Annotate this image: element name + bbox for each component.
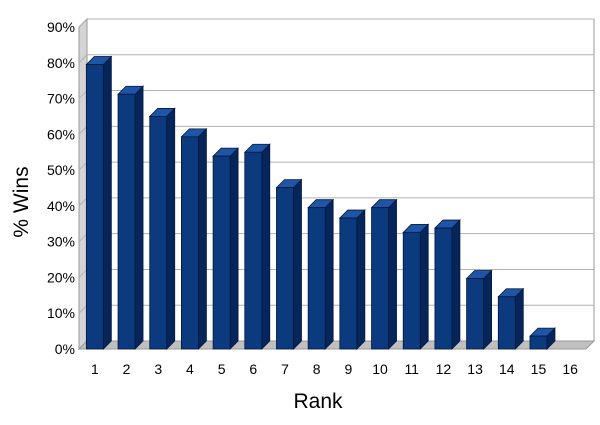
bar-front: [466, 278, 484, 350]
gridline-side: [78, 18, 88, 28]
y-tick-label: 60%: [47, 126, 75, 142]
bar: [148, 107, 176, 350]
bar: [117, 85, 144, 350]
y-tick-label: 90%: [47, 19, 75, 35]
gridline-side: [78, 304, 88, 314]
bar: [433, 219, 461, 350]
y-tick-label: 50%: [47, 162, 75, 178]
bar: [243, 143, 271, 350]
x-tick-label: 7: [281, 361, 289, 377]
x-tick-label: 1: [91, 361, 99, 377]
gridline-side: [78, 161, 88, 171]
bar: [307, 198, 335, 350]
y-axis-ticks: 0% 10% 20% 30% 40% 50% 60% 70% 80% 90%: [47, 19, 75, 357]
bar-side: [102, 55, 112, 350]
y-tick-label: 0%: [55, 341, 75, 357]
bar-side: [388, 198, 397, 350]
bar-side: [293, 178, 302, 350]
bar-front: [117, 93, 136, 350]
gridline-side: [78, 197, 88, 207]
bar: [370, 198, 398, 350]
bar-side: [229, 147, 239, 350]
x-tick-label: 10: [372, 361, 388, 377]
bar-front: [402, 231, 421, 350]
bar: [402, 223, 430, 350]
x-axis-title: Rank: [293, 390, 343, 413]
x-tick-label: 15: [531, 361, 547, 377]
x-tick-label: 14: [499, 361, 515, 377]
y-tick-label: 70%: [47, 91, 75, 107]
bar-side: [198, 127, 207, 350]
bar-side: [356, 209, 366, 350]
bar-front: [307, 207, 326, 350]
gridline-side: [78, 125, 88, 135]
bar-side: [134, 85, 144, 350]
bar-front: [149, 116, 168, 350]
bar-front: [434, 227, 453, 350]
x-axis-ticks: 1 2 3 4 5 6 7 8 9 10 11 12 13 14 15 16: [91, 361, 578, 377]
bar: [338, 209, 366, 350]
gridline-side: [78, 90, 88, 99]
bar-side: [261, 143, 271, 350]
bar: [275, 178, 303, 350]
x-tick-label: 3: [154, 361, 162, 377]
bars: [85, 55, 556, 350]
bar-front: [85, 64, 104, 350]
x-tick-label: 9: [344, 361, 352, 377]
bar-front: [371, 207, 389, 350]
bar-front: [497, 296, 516, 350]
x-tick-label: 4: [186, 361, 194, 377]
bar-side: [514, 287, 524, 350]
bar: [529, 327, 556, 350]
y-axis-title: % Wins: [10, 166, 33, 237]
bar-side: [483, 269, 492, 350]
bar-side: [324, 198, 334, 350]
bar-side: [166, 107, 176, 350]
bar-front: [529, 335, 548, 350]
bar-front: [276, 187, 294, 350]
bar-front: [339, 217, 358, 350]
bar-side: [451, 219, 461, 350]
bar: [180, 127, 208, 350]
y-tick-label: 80%: [47, 55, 75, 71]
bar: [85, 55, 113, 350]
bar-front: [212, 155, 231, 350]
gridline-side: [78, 233, 88, 243]
y-tick-label: 20%: [47, 269, 75, 285]
x-tick-label: 13: [467, 361, 483, 377]
x-tick-label: 8: [313, 361, 321, 377]
x-tick-label: 2: [123, 361, 131, 377]
x-tick-label: 5: [218, 361, 226, 377]
bar-side: [419, 223, 429, 350]
x-tick-label: 12: [436, 361, 452, 377]
bar-front: [244, 151, 263, 350]
bar: [497, 287, 525, 350]
y-tick-label: 10%: [47, 305, 75, 321]
x-tick-label: 11: [404, 361, 419, 377]
x-tick-label: 6: [249, 361, 257, 377]
gridline-side: [78, 269, 88, 278]
x-tick-label: 16: [562, 361, 578, 377]
bar: [212, 147, 240, 350]
bar: [465, 269, 493, 350]
bar-front: [181, 136, 199, 350]
gridline-side: [78, 54, 88, 64]
side-wall: [78, 17, 88, 351]
y-tick-label: 30%: [47, 234, 75, 250]
y-tick-label: 40%: [47, 198, 75, 214]
